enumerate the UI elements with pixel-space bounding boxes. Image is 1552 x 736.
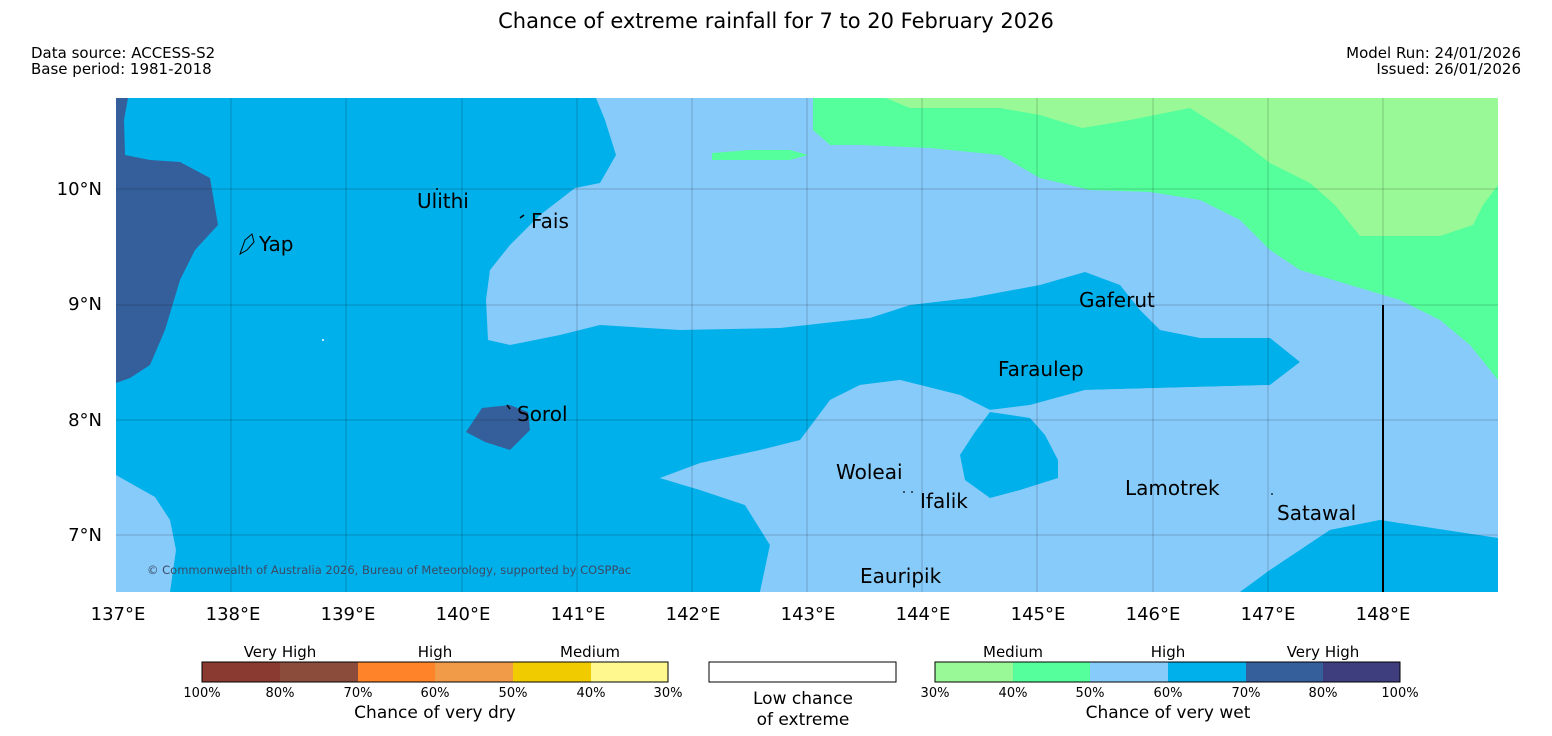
legend-wet: Medium High Very High 30% 40% 50% 60% 70…	[921, 643, 1419, 723]
place-label-ulithi: Ulithi	[417, 189, 469, 213]
lon-label: 143°E	[781, 604, 836, 625]
place-label-yap: Yap	[258, 232, 293, 256]
base-period: Base period: 1981-2018	[31, 60, 212, 78]
lon-label: 141°E	[551, 604, 606, 625]
legend-dry: Very High High Medium 100% 80% 70% 60% 5…	[183, 643, 682, 723]
legend-caption-neutral-1: Low chance	[753, 689, 853, 709]
legend-swatch	[1168, 662, 1246, 682]
legend-tick: 80%	[1309, 686, 1338, 701]
lat-label: 10°N	[57, 179, 102, 200]
legend-tick: 100%	[183, 686, 220, 701]
place-label-faraulep: Faraulep	[998, 357, 1084, 381]
legend-swatch	[280, 662, 358, 682]
legend-swatch	[1246, 662, 1323, 682]
region-50pct-southwest	[116, 475, 176, 592]
region-60pct-blob	[960, 412, 1058, 498]
woleai-island	[903, 491, 905, 493]
place-label-lamotrek: Lamotrek	[1125, 476, 1220, 500]
place-label-sorol: Sorol	[517, 402, 568, 426]
lon-label: 139°E	[321, 604, 376, 625]
probability-regions	[116, 98, 1498, 592]
lon-label: 148°E	[1356, 604, 1411, 625]
lon-label: 146°E	[1126, 604, 1181, 625]
legend-tick: 70%	[1232, 686, 1261, 701]
legend-group-label: Medium	[983, 643, 1043, 661]
lat-label: 9°N	[68, 294, 102, 315]
region-50pct-south	[660, 362, 1498, 592]
legend-swatch	[202, 662, 280, 682]
region-30pct	[886, 98, 1498, 236]
data-source: Data source: ACCESS-S2	[31, 44, 216, 62]
sorol-island	[506, 404, 511, 410]
copyright-text: © Commonwealth of Australia 2026, Bureau…	[147, 563, 631, 577]
legend-tick: 50%	[499, 686, 528, 701]
fais-island	[519, 214, 525, 219]
place-label-woleai: Woleai	[836, 460, 903, 484]
legend-tick: 80%	[266, 686, 295, 701]
legend-tick: 40%	[999, 686, 1028, 701]
place-label-satawal: Satawal	[1277, 501, 1356, 525]
legend-neutral: Low chance of extreme	[708, 661, 897, 730]
legend-tick: 30%	[921, 686, 950, 701]
region-70pct-west	[116, 98, 218, 383]
legend-caption-neutral-2: of extreme	[757, 710, 850, 730]
lat-label: 8°N	[68, 410, 102, 431]
place-label-ifalik: Ifalik	[920, 489, 968, 513]
legend-tick: 40%	[577, 686, 606, 701]
place-label-fais: Fais	[531, 209, 569, 233]
legend-caption-wet: Chance of very wet	[1086, 703, 1251, 723]
model-run: Model Run: 24/01/2026	[1346, 44, 1521, 62]
legend-tick: 50%	[1076, 686, 1105, 701]
legend-group-label: Medium	[560, 643, 620, 661]
ulithi-island	[436, 188, 438, 190]
legend-swatch	[1090, 662, 1168, 682]
legend-swatch-neutral	[708, 661, 897, 683]
source-info: Data source: ACCESS-S2 Base period: 1981…	[31, 45, 215, 77]
lon-label: 144°E	[896, 604, 951, 625]
graticule	[116, 98, 1498, 592]
satawal-island	[1271, 493, 1273, 495]
legend-caption-dry: Chance of very dry	[354, 703, 516, 723]
legend-group-label: High	[1151, 643, 1185, 661]
islet-mark	[322, 339, 324, 341]
lon-label: 142°E	[666, 604, 721, 625]
region-70pct-sorol	[466, 405, 530, 450]
legend-group-label: Very High	[1287, 643, 1360, 661]
lon-label: 147°E	[1241, 604, 1296, 625]
legend-group-label: High	[418, 643, 452, 661]
legend-tick: 100%	[1381, 686, 1418, 701]
legend-swatch	[435, 662, 513, 682]
lon-label: 138°E	[206, 604, 261, 625]
legend-tick: 70%	[344, 686, 373, 701]
lon-label: 140°E	[436, 604, 491, 625]
region-60pct-southeast	[1240, 520, 1498, 592]
legend-swatch	[591, 662, 668, 682]
latitude-labels: 10°N 9°N 8°N 7°N	[57, 179, 102, 546]
legend-swatch	[935, 662, 1013, 682]
legend-swatch	[358, 662, 435, 682]
map-title: Chance of extreme rainfall for 7 to 20 F…	[498, 9, 1054, 33]
place-label-eauripik: Eauripik	[860, 564, 942, 588]
run-info: Model Run: 24/01/2026 Issued: 26/01/2026	[1346, 45, 1521, 77]
yap-island	[239, 233, 255, 256]
legend-group-label: Very High	[244, 643, 317, 661]
legend-swatch	[1323, 662, 1400, 682]
legend-tick: 60%	[1154, 686, 1183, 701]
lon-label: 145°E	[1011, 604, 1066, 625]
lon-label: 137°E	[91, 604, 146, 625]
place-labels: Ulithi Fais Yap Gaferut Faraulep Sorol W…	[258, 189, 1356, 588]
legend-tick: 60%	[421, 686, 450, 701]
region-40pct-small	[712, 150, 808, 160]
lat-label: 7°N	[68, 525, 102, 546]
legend-swatch	[1013, 662, 1090, 682]
legend-tick: 30%	[654, 686, 683, 701]
longitude-labels: 137°E 138°E 139°E 140°E 141°E 142°E 143°…	[91, 604, 1411, 625]
issued-date: Issued: 26/01/2026	[1376, 60, 1521, 78]
place-label-gaferut: Gaferut	[1079, 288, 1155, 312]
ifalik-island	[911, 491, 913, 493]
legend-swatch	[513, 662, 591, 682]
